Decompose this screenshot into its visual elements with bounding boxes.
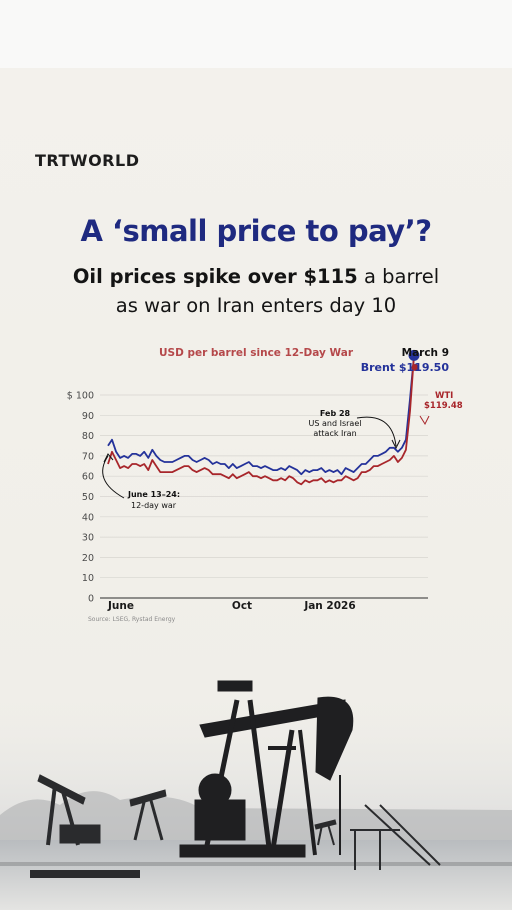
top-band xyxy=(0,0,512,68)
annotation-june-dates: June 13–24: xyxy=(127,490,180,499)
annotation-feb28-date: Feb 28 xyxy=(320,409,351,418)
oil-field-silhouette xyxy=(0,680,512,910)
chart-source: Source: LSEG, Rystad Energy xyxy=(88,616,176,623)
series-line-wti xyxy=(107,355,415,486)
june-arrow xyxy=(102,455,125,499)
june-arrowhead xyxy=(103,453,114,463)
y-axis-ticks: $ 100 90 80 70 60 50 40 30 20 10 0 xyxy=(67,391,94,605)
series-line-brent xyxy=(107,355,415,476)
annotation-feb28-line2: attack Iran xyxy=(313,429,356,438)
x-tick-label: Jan 2026 xyxy=(303,600,355,612)
annotation-march9-date: March 9 xyxy=(402,347,449,359)
chart-grid xyxy=(100,394,428,599)
oil-price-chart: $ 100 90 80 70 60 50 40 30 20 10 0 June Oct Jan 2026… xyxy=(67,347,463,623)
page-title: A ‘small price to pay’? xyxy=(80,214,432,248)
x-tick-label: Oct xyxy=(232,600,252,612)
annotation-feb28-line1: US and Israel xyxy=(309,419,362,428)
x-tick-label: June xyxy=(107,600,134,612)
feb28-arrowhead xyxy=(391,439,401,450)
y-tick-label: 20 xyxy=(82,553,94,564)
wti-end-marker xyxy=(411,363,419,371)
subtitle-rest: a barrel xyxy=(357,265,440,288)
annotation-wti-label: WTI xyxy=(435,391,453,401)
chart-title: USD per barrel since 12-Day War xyxy=(159,347,354,359)
annotation-june-label: 12-day war xyxy=(131,501,177,510)
subtitle-bold: Oil prices spike over $115 xyxy=(72,265,358,288)
y-tick-label: 30 xyxy=(82,533,94,544)
y-tick-label: 60 xyxy=(82,472,94,483)
y-tick-label: 0 xyxy=(88,594,94,605)
x-axis-ticks: June Oct Jan 2026 xyxy=(107,600,356,612)
brand-logo: TRTWORLD xyxy=(35,151,140,170)
y-tick-label: 70 xyxy=(82,451,94,462)
y-tick-label: 50 xyxy=(82,492,94,503)
feb28-arrow xyxy=(356,416,397,447)
brent-end-marker xyxy=(408,349,420,361)
y-tick-label: 80 xyxy=(82,431,94,442)
y-tick-label: 90 xyxy=(82,411,94,422)
wti-pointer xyxy=(419,415,430,426)
subtitle-line-2: as war on Iran enters day 10 xyxy=(115,294,397,317)
annotation-wti-price: $119.48 xyxy=(424,401,463,411)
page-subtitle: Oil prices spike over $115 a barrel as w… xyxy=(0,262,512,320)
y-tick-label: 40 xyxy=(82,512,94,523)
chart-lines xyxy=(107,355,415,486)
y-tick-label: 10 xyxy=(82,573,94,584)
y-tick-label: $ 100 xyxy=(67,391,94,402)
annotation-brent-price: Brent $119.50 xyxy=(361,361,450,374)
